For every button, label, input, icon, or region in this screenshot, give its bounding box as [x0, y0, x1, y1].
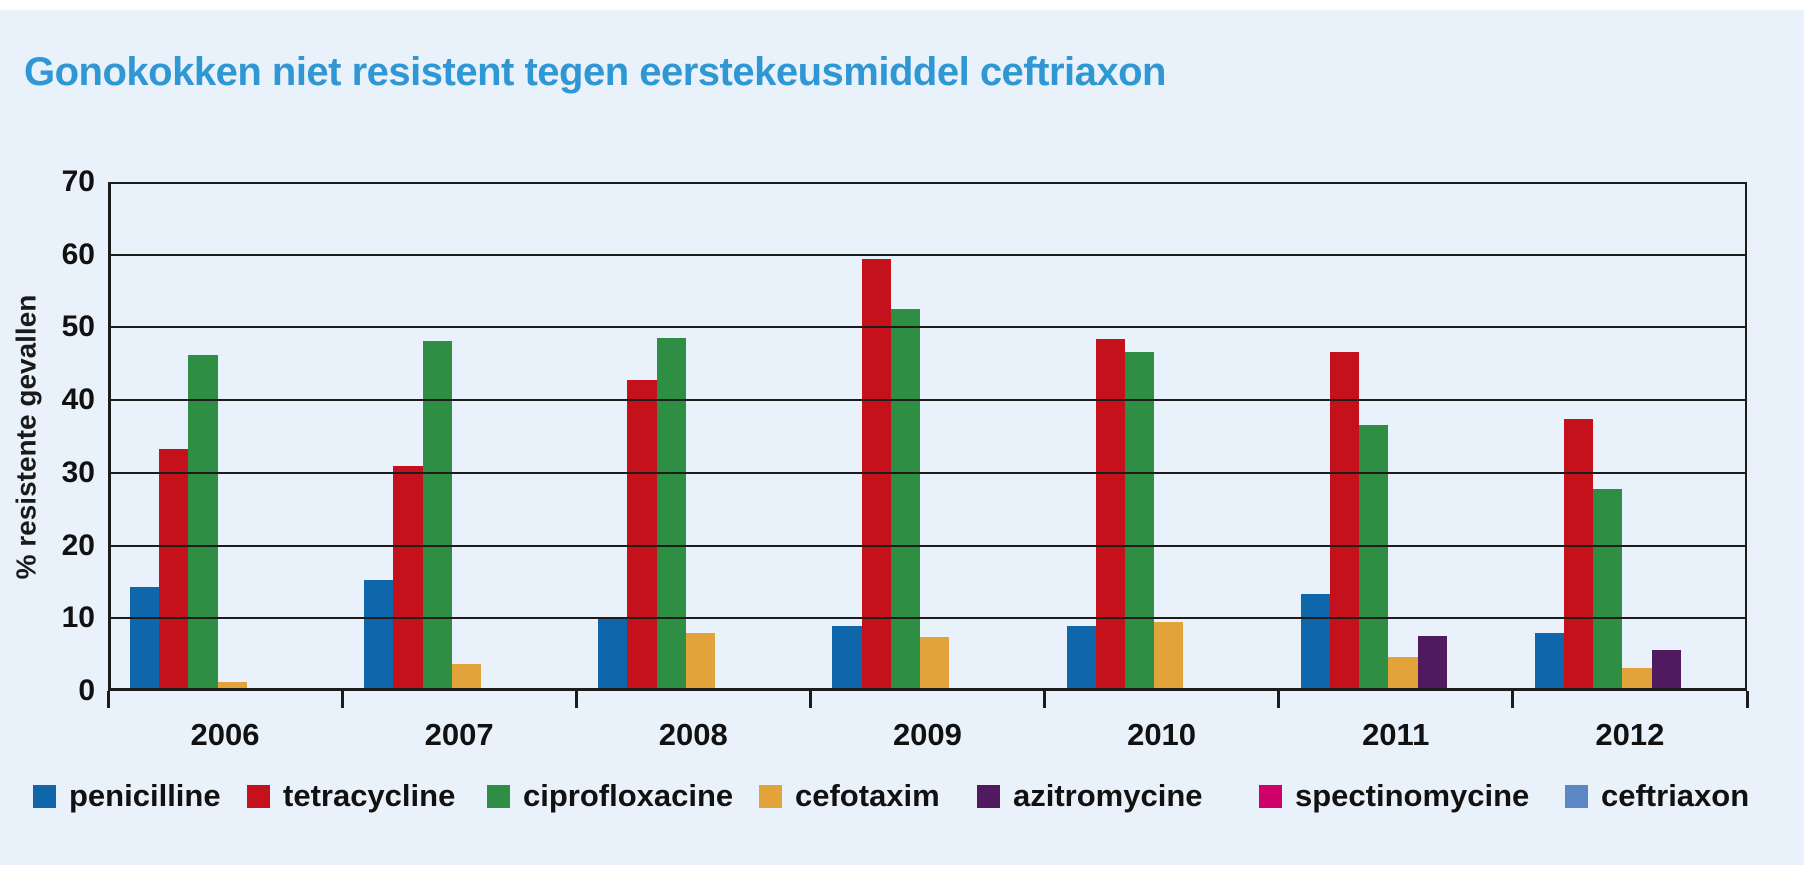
- bar-penicilline-2006: [130, 587, 160, 691]
- x-category-label-2008: 2008: [658, 717, 728, 752]
- y-tick-label-50: 50: [61, 310, 95, 344]
- y-tick-label-30: 30: [61, 455, 95, 489]
- legend-label-ceftriaxon: ceftriaxon: [1601, 778, 1750, 813]
- y-tick-label-0: 0: [78, 674, 95, 707]
- gridline-20: [108, 544, 1747, 547]
- legend: penicilline tetracycline ciprofloxacine cef…: [0, 778, 1804, 818]
- bar-tetracycline-2010: [1095, 339, 1125, 691]
- chart-title: Gonokokken niet resistent tegen eersteke…: [24, 50, 1166, 94]
- x-tick-6: [1511, 691, 1515, 708]
- bar-penicilline-2012: [1534, 632, 1565, 691]
- bar-tetracycline-2009: [861, 259, 891, 691]
- x-category-label-2009: 2009: [892, 717, 962, 752]
- x-tick-7: [1745, 691, 1749, 708]
- legend-swatch-azitromycine: [977, 784, 1000, 808]
- bar-cefotaxim-2007: [451, 664, 481, 691]
- legend-label-cefotaxim: cefotaxim: [795, 778, 940, 813]
- bar-cefotaxim-2011: [1388, 656, 1418, 691]
- bar-tetracycline-2008: [627, 379, 657, 691]
- y-tick-label-70: 70: [61, 165, 95, 198]
- x-category-label-2012: 2012: [1595, 717, 1665, 752]
- legend-item-tetracycline: tetracycline: [247, 778, 455, 814]
- legend-item-ciprofloxacine: ciprofloxacine: [487, 778, 733, 814]
- bar-ciprofloxacine-2009: [890, 309, 921, 691]
- legend-swatch-tetracycline: [247, 784, 270, 808]
- y-tick-label-60: 60: [61, 237, 95, 271]
- legend-label-ciprofloxacine: ciprofloxacine: [523, 778, 734, 813]
- bar-azitromycine-2011: [1417, 636, 1447, 691]
- plot-area: [108, 182, 1747, 691]
- gridline-10: [108, 617, 1747, 620]
- bar-spectinomycine-2011: [1446, 688, 1476, 691]
- x-category-label-2007: 2007: [424, 717, 494, 752]
- x-tick-3: [808, 691, 812, 708]
- gridline-50: [108, 326, 1747, 329]
- x-tick-4: [1043, 691, 1047, 708]
- gridline-30: [108, 471, 1747, 474]
- legend-item-cefotaxim: cefotaxim: [759, 778, 940, 814]
- bar-azitromycine-2012: [1651, 650, 1681, 691]
- bar-tetracycline-2007: [393, 465, 423, 691]
- bar-penicilline-2010: [1066, 625, 1096, 691]
- bar-ciprofloxacine-2010: [1124, 352, 1155, 691]
- legend-label-spectinomycine: spectinomycine: [1295, 778, 1530, 813]
- legend-label-penicilline: penicilline: [69, 778, 221, 813]
- bar-tetracycline-2006: [159, 448, 189, 691]
- x-tick-5: [1277, 691, 1281, 708]
- legend-item-azitromycine: azitromycine: [977, 778, 1203, 814]
- gridline-60: [108, 253, 1747, 256]
- gridline-40: [108, 399, 1747, 402]
- legend-item-spectinomycine: spectinomycine: [1259, 778, 1529, 814]
- bar-penicilline-2011: [1300, 593, 1330, 691]
- legend-label-tetracycline: tetracycline: [283, 778, 456, 813]
- bar-cefotaxim-2006: [217, 681, 247, 691]
- bar-ciprofloxacine-2012: [1593, 488, 1623, 691]
- bar-cefotaxim-2009: [920, 637, 950, 691]
- bar-cefotaxim-2010: [1154, 621, 1184, 691]
- legend-swatch-ceftriaxon: [1565, 784, 1588, 808]
- bar-cefotaxim-2008: [685, 632, 716, 691]
- bar-tetracycline-2012: [1564, 419, 1594, 691]
- x-tick-2: [574, 691, 578, 708]
- chart-card: Gonokokken niet resistent tegen eersteke…: [0, 10, 1804, 865]
- legend-label-azitromycine: azitromycine: [1013, 778, 1203, 813]
- x-tick-0: [106, 691, 110, 708]
- legend-item-ceftriaxon: ceftriaxon: [1565, 778, 1749, 814]
- x-category-label-2010: 2010: [1127, 717, 1197, 752]
- y-tick-label-20: 20: [61, 528, 95, 562]
- y-tick-label-10: 10: [61, 601, 95, 635]
- legend-item-penicilline: penicilline: [33, 778, 221, 814]
- bar-penicilline-2008: [598, 618, 628, 691]
- legend-swatch-penicilline: [33, 784, 56, 808]
- y-tick-label-40: 40: [61, 383, 95, 417]
- x-tick-1: [340, 691, 344, 708]
- bar-penicilline-2007: [364, 579, 394, 691]
- bar-ciprofloxacine-2008: [656, 337, 686, 691]
- bar-penicilline-2009: [832, 625, 862, 691]
- bar-ciprofloxacine-2006: [188, 355, 218, 691]
- bar-tetracycline-2011: [1329, 352, 1360, 691]
- bar-ciprofloxacine-2007: [422, 341, 452, 691]
- x-category-label-2011: 2011: [1362, 717, 1430, 752]
- bar-cefotaxim-2012: [1622, 668, 1652, 691]
- plot-frame: [108, 182, 1747, 691]
- legend-swatch-spectinomycine: [1259, 784, 1282, 808]
- x-category-label-2006: 2006: [190, 717, 260, 752]
- legend-swatch-ciprofloxacine: [487, 784, 510, 808]
- bar-ciprofloxacine-2011: [1359, 424, 1389, 691]
- legend-swatch-cefotaxim: [759, 784, 782, 808]
